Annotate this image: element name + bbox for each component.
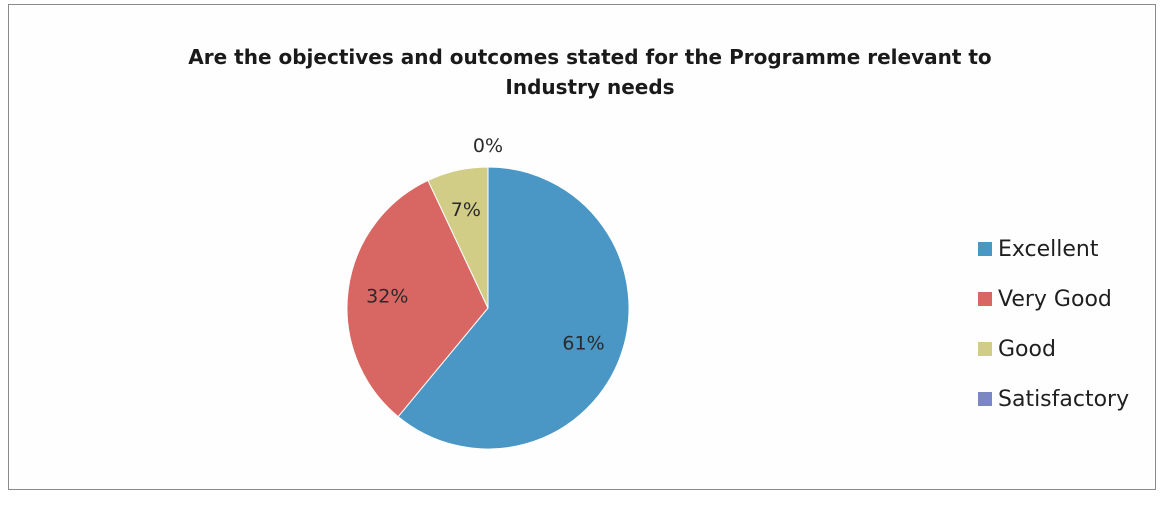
legend-label-satisfactory: Satisfactory — [998, 386, 1130, 412]
legend-label-very-good: Very Good — [998, 286, 1112, 312]
pie-slice-excellent — [397, 166, 630, 450]
legend-swatch-very-good — [978, 292, 992, 306]
chart-title-line-2: Industry needs — [505, 75, 675, 99]
data-label-satisfactory: 0% — [473, 135, 503, 157]
legend-item-good: Good — [978, 324, 1129, 374]
legend-item-satisfactory: Satisfactory — [978, 374, 1129, 424]
legend-item-excellent: Excellent — [978, 224, 1129, 274]
legend-swatch-satisfactory — [978, 392, 992, 406]
legend-item-very-good: Very Good — [978, 274, 1129, 324]
legend-label-excellent: Excellent — [998, 236, 1099, 262]
data-label-excellent: 61% — [562, 332, 604, 354]
legend-swatch-excellent — [978, 242, 992, 256]
legend-label-good: Good — [998, 336, 1056, 362]
legend: Excellent Very Good Good Satisfactory — [978, 224, 1129, 424]
pie-slice-good — [427, 166, 489, 309]
chart-title: Are the objectives and outcomes stated f… — [0, 42, 1160, 102]
chart-title-line-1: Are the objectives and outcomes stated f… — [188, 45, 992, 69]
data-label-very-good: 32% — [366, 285, 408, 307]
data-label-good: 7% — [451, 199, 481, 221]
legend-swatch-good — [978, 342, 992, 356]
pie-slice-very-good — [346, 179, 489, 418]
